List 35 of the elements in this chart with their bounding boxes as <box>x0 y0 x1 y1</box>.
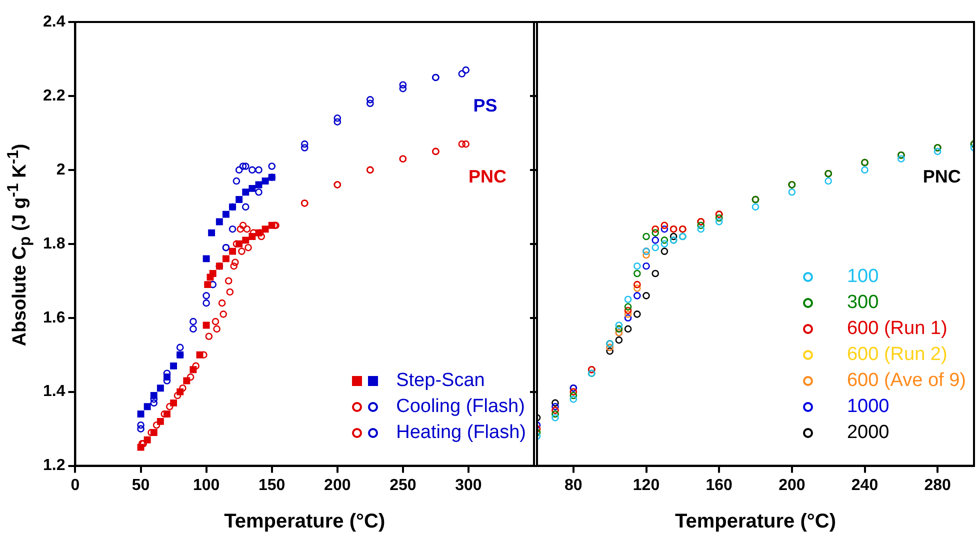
x-tick-label: 80 <box>564 476 582 494</box>
y-tick-label: 1.6 <box>42 309 66 326</box>
legend-label: 1000 <box>846 395 890 419</box>
legend-label: Heating (Flash) <box>396 421 526 445</box>
x-tick-label: 100 <box>192 476 220 494</box>
y-tick-label: 1.2 <box>42 457 66 474</box>
x-axis-title: Temperature (°C) <box>224 510 386 533</box>
x-tick-label: 280 <box>924 476 952 494</box>
x-tick-label: 120 <box>632 476 660 494</box>
legend-label: 2000 <box>846 421 890 445</box>
y-tick-label: 1.4 <box>42 383 66 400</box>
x-tick-label: 50 <box>132 476 150 494</box>
annotation: PNC <box>468 166 506 186</box>
x-axis-title: Temperature (°C) <box>675 510 836 533</box>
x-tick-label: 300 <box>455 476 482 494</box>
x-tick-label: 150 <box>258 476 286 494</box>
legend-label: 600 (Run 1) <box>846 317 948 341</box>
y-tick-label: 2 <box>56 161 66 178</box>
x-tick-label: 240 <box>851 476 878 494</box>
y-tick-label: 1.8 <box>42 235 66 252</box>
x-tick-label: 200 <box>324 476 351 494</box>
x-tick-label: 0 <box>70 476 80 494</box>
legend-label: Cooling (Flash) <box>396 395 525 419</box>
legend-label: 600 (Ave of 9) <box>846 369 966 393</box>
x-tick-label: 200 <box>778 476 806 494</box>
y-tick-label: 2.2 <box>42 87 66 104</box>
x-tick-label: 250 <box>390 476 416 494</box>
legend-label: 300 <box>846 291 879 315</box>
x-tick-label: 160 <box>706 476 733 494</box>
legend-label: Step-Scan <box>396 369 485 393</box>
annotation: PS <box>473 95 498 116</box>
annotation: PNC <box>922 166 961 186</box>
legend-label: 600 (Run 2) <box>846 343 948 367</box>
y-tick-label: 2.4 <box>42 13 66 30</box>
legend-label: 100 <box>846 265 879 289</box>
